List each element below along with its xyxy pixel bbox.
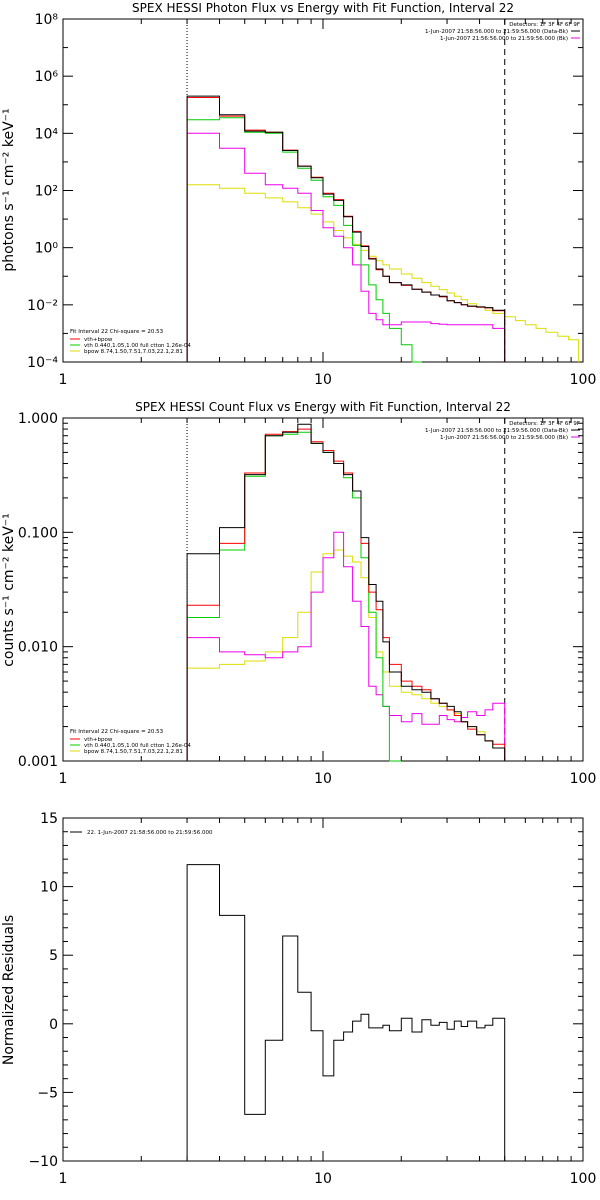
count-legend-total: vth+bpow [84,737,113,743]
photon-legend-total: vth+bpow [84,337,113,343]
photon-legend-vth: vth 0.440,1.05,1.00 full ctton 1.26e-04 [84,343,191,349]
count-x-tick-label: 100 [570,771,597,787]
count-y-tick-label: 0.010 [18,640,58,656]
residuals-y-tick-label: 5 [49,948,58,964]
residuals-y-tick-label: 15 [40,811,58,827]
photon-detectors-label: Detectors: 1F 3F 4F 6F 9F [509,22,580,28]
count-legend-bpow: bpow 8.74,1.50,7.51,7.03,22.1,2.81 [84,749,183,755]
photon-x-tick-label: 10 [314,372,332,388]
photon-series-bpow [186,184,579,362]
photon-y-tick-label: 10⁻² [27,298,58,314]
count-x-tick-label: 10 [314,771,332,787]
photon-y-tick-label: 10⁴ [35,126,59,142]
count-bk-time-label: 1-Jun-2007 21:56:56.000 to 21:59:56.000 … [440,435,568,441]
count-data-time-label: 1-Jun-2007 21:58:56.000 to 21:59:56.000 … [425,428,568,434]
count-x-tick-label: 1 [59,771,68,787]
residuals-y-tick-label: 0 [49,1017,58,1033]
photon-title: SPEX HESSI Photon Flux vs Energy with Fi… [132,1,514,15]
count-detectors-label: Detectors: 1F 3F 4F 6F 9F [509,421,580,427]
photon-y-tick-label: 10⁰ [35,241,59,257]
count-y-tick-label: 1.000 [18,411,58,427]
photon-y-axis-label: photons s⁻¹ cm⁻² keV⁻¹ [1,108,17,271]
photon-series-data [186,95,506,362]
photon-x-tick-label: 100 [570,372,597,388]
count-y-tick-label: 0.001 [18,754,58,770]
photon-legend-title: Fit Interval 22 Chi-square = 20.53 [70,329,164,335]
count-y-axis-label: counts s⁻¹ cm⁻² keV⁻¹ [1,513,17,667]
residuals-y-tick-label: −10 [28,1154,58,1170]
residuals-series-data [186,864,506,1161]
residuals-legend-label: 22. 1-Jun-2007 21:58:56.000 to 21:59:56.… [87,830,213,836]
photon-series-bkg [186,132,506,362]
residuals-x-tick-label: 10 [314,1171,332,1187]
photon-y-tick-label: 10² [35,184,58,200]
count-legend-title: Fit Interval 22 Chi-square = 20.53 [70,729,164,735]
count-title: SPEX HESSI Count Flux vs Energy with Fit… [135,400,511,414]
residuals-y-tick-label: 10 [40,880,58,896]
photon-y-tick-label: 10⁶ [35,69,59,85]
photon-legend-bpow: bpow 8.74,1.50,7.51,7.03,22.1,2.81 [84,349,183,355]
count-series-data [186,423,506,761]
residuals-y-axis-label: Normalized Residuals [1,915,17,1065]
count-y-tick-label: 0.100 [18,525,58,541]
residuals-y-tick-label: −5 [37,1085,58,1101]
photon-data-time-label: 1-Jun-2007 21:58:56.000 to 21:59:56.000 … [425,29,568,35]
residuals-x-tick-label: 1 [59,1171,68,1187]
photon-y-tick-label: 10⁸ [35,12,59,28]
photon-x-tick-label: 1 [59,372,68,388]
count-panel: SPEX HESSI Count Flux vs Energy with Fit… [1,400,584,762]
count-legend-vth: vth 0.440,1.05,1.00 full ctton 1.26e-04 [84,743,191,749]
photon-y-tick-label: 10⁻⁴ [27,355,58,371]
photon-panel: SPEX HESSI Photon Flux vs Energy with Fi… [1,1,584,363]
residuals-x-tick-label: 100 [570,1171,597,1187]
photon-bk-time-label: 1-Jun-2007 21:56:56.000 to 21:59:56.000 … [440,36,568,42]
